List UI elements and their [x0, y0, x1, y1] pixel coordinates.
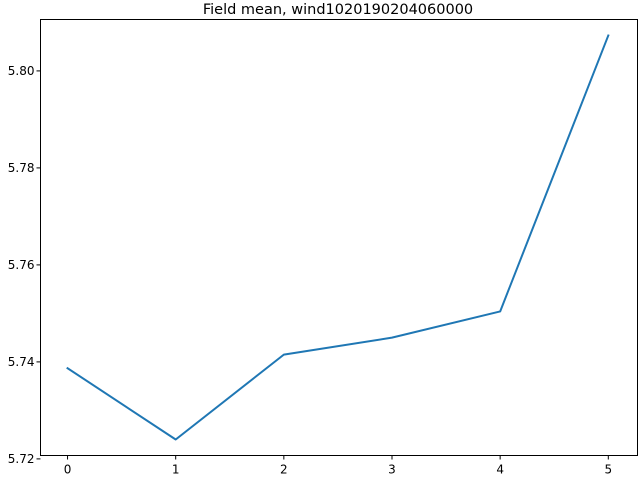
- series-line-0: [66, 34, 610, 441]
- y-axis: 5.72 5.74 5.76 5.78 5.80: [8, 64, 41, 466]
- x-tick-label: 1: [172, 463, 180, 477]
- x-tick-label: 5: [604, 463, 612, 477]
- series-layer: [66, 34, 610, 441]
- x-tick-label: 0: [64, 463, 72, 477]
- y-tick-label: 5.72: [8, 452, 35, 466]
- chart-title: Field mean, wind1020190204060000: [203, 2, 473, 18]
- y-tick-label: 5.80: [8, 64, 35, 78]
- x-axis: 0 1 2 3 4 5: [64, 455, 612, 477]
- plot-area-frame: [40, 19, 638, 456]
- x-tick-label: 3: [388, 463, 396, 477]
- x-tick-label: 2: [280, 463, 288, 477]
- y-tick-label: 5.76: [8, 258, 35, 272]
- y-tick-label: 5.78: [8, 161, 35, 175]
- y-tick-label: 5.74: [8, 355, 35, 369]
- x-tick-label: 4: [496, 463, 504, 477]
